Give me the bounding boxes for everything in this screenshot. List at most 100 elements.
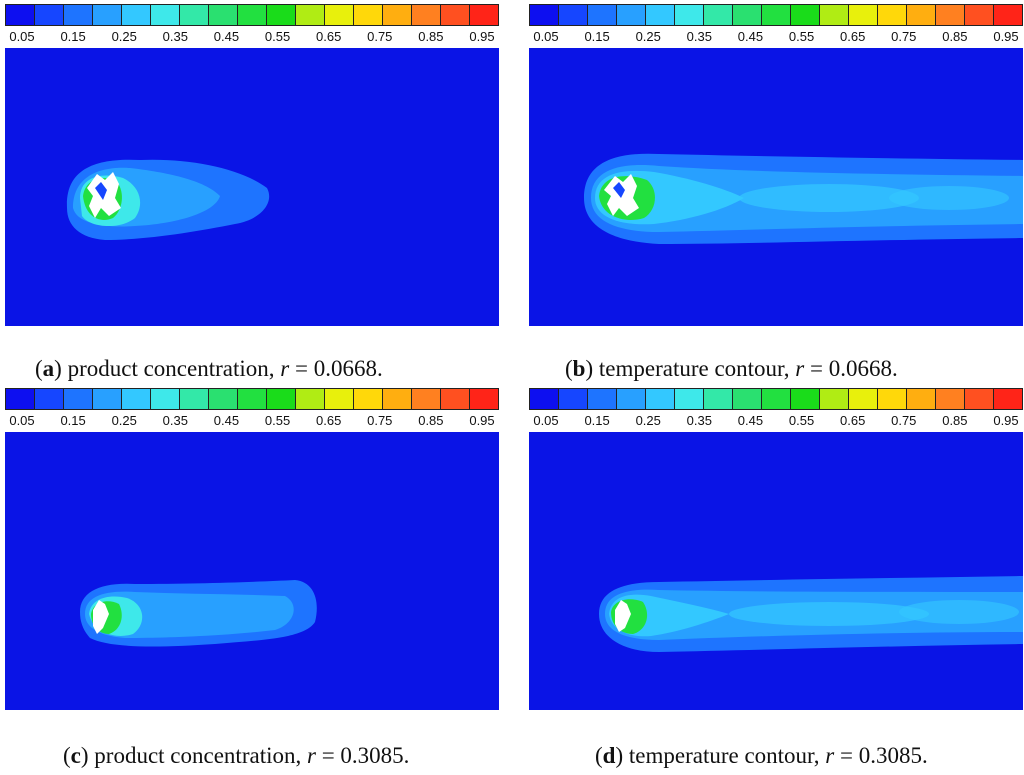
caption-a: (a) product concentration, r = 0.0668. bbox=[35, 356, 383, 381]
contour-field-a bbox=[5, 48, 499, 326]
colorbar-tick-label: 0.35 bbox=[162, 413, 188, 428]
contour-field-b bbox=[529, 48, 1023, 326]
colorbar-swatch bbox=[994, 5, 1022, 25]
colorbar-swatch bbox=[267, 389, 296, 409]
colorbar-swatch bbox=[35, 389, 64, 409]
colorbar-tick-label: 0.65 bbox=[316, 413, 342, 428]
colorbar-swatch bbox=[64, 5, 93, 25]
colorbar-swatch bbox=[325, 5, 354, 25]
colorbar-swatch bbox=[151, 5, 180, 25]
colorbar-tick-label: 0.15 bbox=[584, 413, 610, 428]
colorbar-swatch bbox=[878, 389, 907, 409]
colorbar-tick-label: 0.25 bbox=[111, 29, 137, 44]
colorbar-ticks: 0.05 0.15 0.25 0.35 0.45 0.55 0.65 0.75 0.85 0.95 bbox=[529, 413, 1023, 431]
colorbar-tick-label: 0.85 bbox=[418, 413, 444, 428]
colorbar-tick-label: 0.25 bbox=[111, 413, 137, 428]
colorbar-swatch bbox=[791, 5, 820, 25]
colorbar-swatch bbox=[267, 5, 296, 25]
colorbar bbox=[529, 388, 1023, 410]
colorbar-tick-label: 0.65 bbox=[840, 413, 866, 428]
colorbar-tick-label: 0.75 bbox=[891, 413, 917, 428]
colorbar-tick-label: 0.35 bbox=[686, 413, 712, 428]
colorbar-swatch bbox=[209, 389, 238, 409]
colorbar-tick-label: 0.55 bbox=[788, 29, 815, 44]
colorbar-swatch bbox=[675, 5, 704, 25]
colorbar-swatch bbox=[878, 5, 907, 25]
colorbar-swatch bbox=[122, 5, 151, 25]
colorbar-swatch bbox=[704, 5, 733, 25]
colorbar-swatch bbox=[907, 5, 936, 25]
colorbar-tick-label: 0.65 bbox=[316, 29, 342, 44]
colorbar-swatch bbox=[180, 5, 209, 25]
colorbar-swatch bbox=[470, 5, 498, 25]
caption-b: (b) temperature contour, r = 0.0668. bbox=[565, 356, 898, 381]
colorbar-swatch bbox=[209, 5, 238, 25]
colorbar-swatch bbox=[588, 5, 617, 25]
colorbar-swatch bbox=[530, 389, 559, 409]
caption-c: (c) product concentration, r = 0.3085. bbox=[63, 743, 410, 768]
colorbar-swatch bbox=[675, 389, 704, 409]
colorbar-ticks: 0.05 0.15 0.25 0.35 0.45 0.55 0.65 0.75 0.85 0.95 bbox=[5, 29, 499, 47]
colorbar-swatch bbox=[412, 389, 441, 409]
colorbar-swatch bbox=[296, 5, 325, 25]
colorbar-tick-label: 0.65 bbox=[840, 29, 866, 44]
colorbar-tick-label: 0.55 bbox=[264, 29, 291, 44]
colorbar-ticks: 0.05 0.15 0.25 0.35 0.45 0.55 0.65 0.75 0.85 0.95 bbox=[529, 29, 1023, 47]
colorbar-tick-label: 0.45 bbox=[213, 413, 240, 428]
colorbar-tick-label: 0.55 bbox=[264, 413, 291, 428]
colorbar-swatch bbox=[383, 5, 412, 25]
colorbar-tick-label: 0.05 bbox=[9, 413, 35, 428]
colorbar bbox=[5, 4, 499, 26]
colorbar-swatch bbox=[588, 389, 617, 409]
colorbar-tick-label: 0.45 bbox=[213, 29, 240, 44]
colorbar-tick-label: 0.95 bbox=[993, 413, 1019, 428]
colorbar-tick-label: 0.95 bbox=[469, 413, 495, 428]
colorbar-swatch bbox=[238, 5, 267, 25]
colorbar-swatch bbox=[849, 389, 878, 409]
colorbar-swatch bbox=[820, 5, 849, 25]
colorbar-swatch bbox=[646, 389, 675, 409]
colorbar-swatch bbox=[64, 389, 93, 409]
colorbar-swatch bbox=[791, 389, 820, 409]
colorbar-swatch bbox=[762, 5, 791, 25]
colorbar-tick-label: 0.05 bbox=[533, 29, 559, 44]
colorbar-swatch bbox=[704, 389, 733, 409]
colorbar-swatch bbox=[559, 5, 588, 25]
colorbar-swatch bbox=[6, 389, 35, 409]
contour-field-c bbox=[5, 432, 499, 710]
colorbar-tick-label: 0.05 bbox=[9, 29, 35, 44]
colorbar-tick-label: 0.25 bbox=[635, 29, 661, 44]
colorbar-tick-label: 0.75 bbox=[891, 29, 917, 44]
colorbar-swatch bbox=[617, 389, 646, 409]
colorbar-swatch bbox=[412, 5, 441, 25]
colorbar-ticks: 0.05 0.15 0.25 0.35 0.45 0.55 0.65 0.75 0.85 0.95 bbox=[5, 413, 499, 431]
colorbar-swatch bbox=[733, 389, 762, 409]
colorbar-tick-label: 0.15 bbox=[584, 29, 610, 44]
colorbar-tick-label: 0.95 bbox=[469, 29, 495, 44]
colorbar-tick-label: 0.85 bbox=[418, 29, 444, 44]
colorbar-swatch bbox=[559, 389, 588, 409]
colorbar-swatch bbox=[93, 389, 122, 409]
colorbar-swatch bbox=[383, 389, 412, 409]
colorbar-tick-label: 0.35 bbox=[686, 29, 712, 44]
colorbar-swatch bbox=[733, 5, 762, 25]
colorbar-tick-label: 0.75 bbox=[367, 29, 393, 44]
colorbar-swatch bbox=[6, 5, 35, 25]
colorbar-tick-label: 0.55 bbox=[788, 413, 815, 428]
colorbar-tick-label: 0.95 bbox=[993, 29, 1019, 44]
colorbar-swatch bbox=[470, 389, 498, 409]
colorbar bbox=[5, 388, 499, 410]
colorbar-tick-label: 0.05 bbox=[533, 413, 559, 428]
colorbar-swatch bbox=[296, 389, 325, 409]
colorbar-swatch bbox=[907, 389, 936, 409]
colorbar-swatch bbox=[530, 5, 559, 25]
colorbar-swatch bbox=[35, 5, 64, 25]
colorbar-swatch bbox=[965, 5, 994, 25]
colorbar-tick-label: 0.45 bbox=[737, 29, 764, 44]
colorbar-swatch bbox=[820, 389, 849, 409]
colorbar-tick-label: 0.75 bbox=[367, 413, 393, 428]
colorbar-swatch bbox=[325, 389, 354, 409]
colorbar-tick-label: 0.15 bbox=[60, 413, 86, 428]
colorbar bbox=[529, 4, 1023, 26]
colorbar-swatch bbox=[646, 5, 675, 25]
